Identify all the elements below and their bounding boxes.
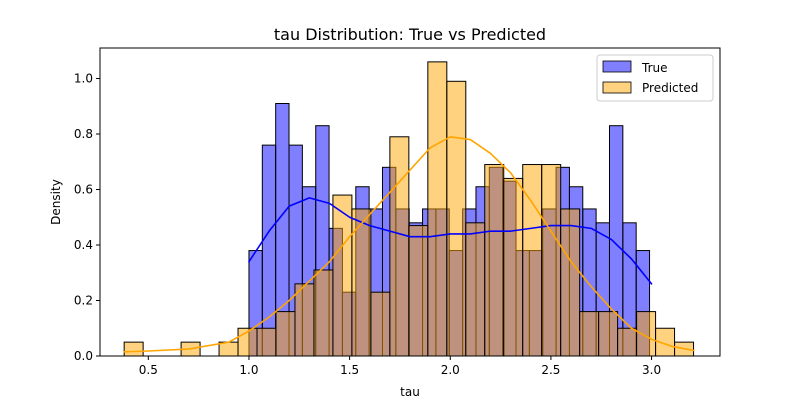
x-tick-label: 3.0 (642, 363, 661, 377)
bar-predicted (275, 311, 296, 357)
bar-predicted (218, 341, 239, 357)
x-tick-label: 2.5 (541, 363, 560, 377)
x-tick-label: 2.0 (441, 363, 460, 377)
y-tick-label: 1.0 (74, 72, 93, 86)
y-tick-label: 0.0 (74, 349, 93, 363)
bar-predicted (408, 225, 429, 357)
y-tick-label: 0.4 (74, 238, 93, 252)
kde-line-predicted (123, 135, 695, 353)
legend: True Predicted (596, 54, 714, 102)
y-axis-ticks: 0.0 0.2 0.4 0.6 0.8 1.0 (74, 72, 100, 363)
bar-predicted (465, 222, 486, 357)
y-tick-label: 0.8 (74, 127, 93, 141)
bar-predicted (427, 61, 448, 357)
bar-predicted (389, 136, 410, 357)
bar-predicted (560, 208, 581, 357)
bar-predicted (503, 177, 524, 357)
bar-predicted (332, 194, 353, 357)
bar-predicted (484, 164, 505, 357)
x-tick-label: 0.5 (139, 363, 158, 377)
bar-predicted (598, 311, 619, 357)
legend-label-predicted: Predicted (642, 81, 698, 95)
legend-label-true: True (641, 61, 668, 75)
kde-layer (123, 135, 695, 353)
plot-frame (99, 47, 721, 357)
kde-line-true (248, 197, 653, 285)
y-tick-label: 0.2 (74, 294, 93, 308)
legend-swatch-predicted (602, 81, 632, 94)
bar-predicted (617, 327, 638, 357)
x-axis-label: tau (400, 385, 420, 399)
legend-swatch-true (602, 60, 632, 73)
x-axis-ticks: 0.5 1.0 1.5 2.0 2.5 3.0 (139, 356, 661, 377)
bar-predicted (370, 291, 391, 357)
x-tick-label: 1.5 (340, 363, 359, 377)
bar-true (261, 144, 277, 357)
bar-predicted (446, 80, 467, 357)
y-tick-label: 0.6 (74, 183, 93, 197)
bar-predicted (123, 341, 144, 357)
bar-predicted (541, 164, 562, 357)
bar-predicted (256, 327, 277, 357)
x-tick-label: 1.0 (239, 363, 258, 377)
bar-predicted (294, 283, 315, 357)
y-axis-label: Density (49, 179, 63, 225)
chart-title: tau Distribution: True vs Predicted (274, 25, 546, 44)
bar-predicted (636, 311, 657, 357)
bar-predicted (579, 311, 600, 357)
bar-predicted (313, 269, 334, 357)
